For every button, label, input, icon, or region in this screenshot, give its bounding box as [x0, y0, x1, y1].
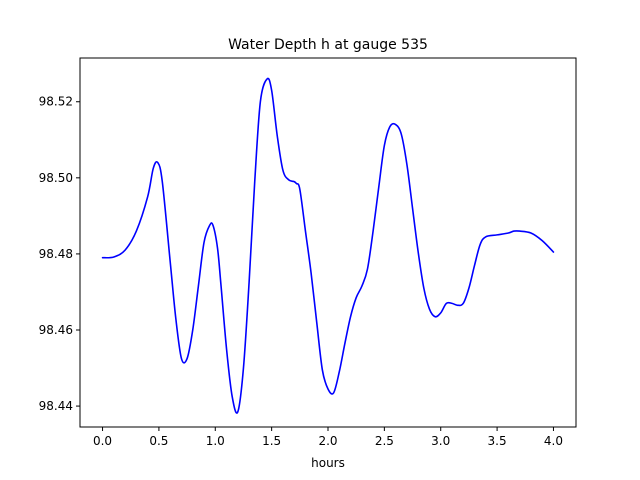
series-line-0 [101, 77, 555, 414]
x-tick-label: 3.0 [431, 434, 450, 448]
x-tick-label: 2.0 [318, 434, 337, 448]
x-tick-label: 3.5 [488, 434, 507, 448]
y-tick-label: 98.52 [39, 95, 73, 109]
y-tick-label: 98.44 [39, 399, 73, 413]
y-tick-label: 98.48 [39, 247, 73, 261]
x-tick-label: 2.5 [375, 434, 394, 448]
y-axis: 98.44 98.46 98.48 98.50 98.52 [39, 95, 80, 413]
x-axis: 0.0 0.5 1.0 1.5 2.0 2.5 3.0 3.5 4.0 [93, 427, 563, 448]
x-tick-label: 4.0 [544, 434, 563, 448]
x-tick-label: 0.0 [93, 434, 112, 448]
x-tick-label: 1.5 [262, 434, 281, 448]
y-tick-label: 98.50 [39, 171, 73, 185]
axes-frame [79, 57, 577, 428]
x-tick-label: 0.5 [149, 434, 168, 448]
y-tick-label: 98.46 [39, 323, 73, 337]
chart-title: Water Depth h at gauge 535 [228, 37, 428, 53]
x-tick-label: 1.0 [206, 434, 225, 448]
x-axis-label: hours [311, 456, 345, 470]
plot-area [101, 77, 555, 414]
